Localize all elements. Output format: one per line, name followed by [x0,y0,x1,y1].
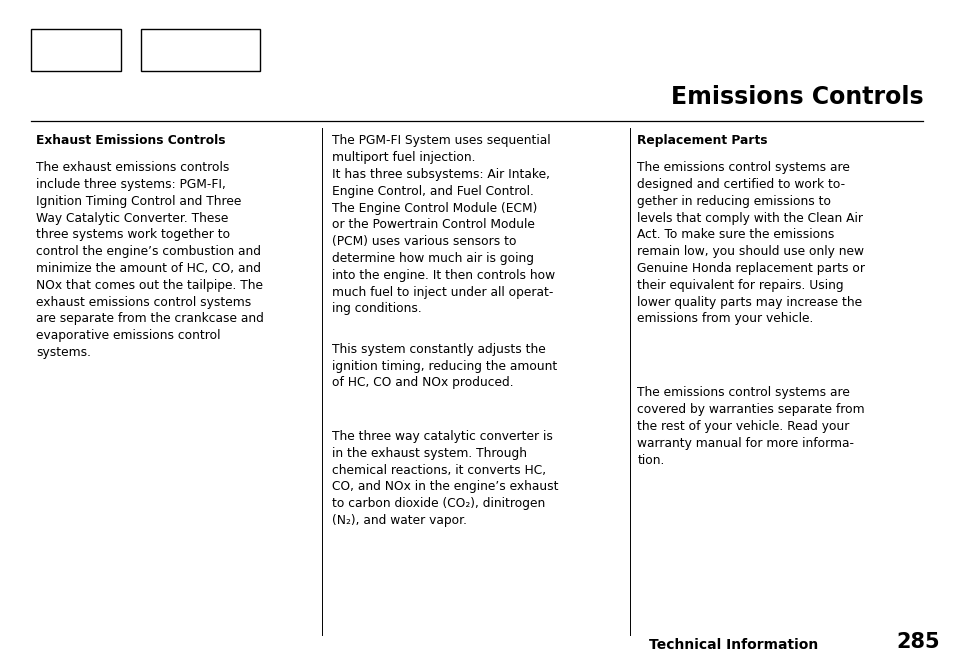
Bar [141,29,260,71]
Text: This system constantly adjusts the
ignition timing, reducing the amount
of HC, C: This system constantly adjusts the ignit… [332,343,557,389]
Text: The emissions control systems are
covered by warranties separate from
the rest o: The emissions control systems are covere… [637,386,864,466]
Text: The PGM-FI System uses sequential
multiport fuel injection.
It has three subsyst: The PGM-FI System uses sequential multip… [332,134,555,315]
Text: 285: 285 [896,632,940,652]
Text: Emissions Controls: Emissions Controls [670,85,923,109]
Text: The emissions control systems are
designed and certified to work to-
gether in r: The emissions control systems are design… [637,161,864,325]
Text: Replacement Parts: Replacement Parts [637,134,767,147]
Text: The three way catalytic converter is
in the exhaust system. Through
chemical rea: The three way catalytic converter is in … [332,430,558,527]
Text: The exhaust emissions controls
include three systems: PGM-FI,
Ignition Timing Co: The exhaust emissions controls include t… [36,161,264,359]
Bar [30,29,121,71]
Text: Technical Information: Technical Information [648,638,817,652]
Text: Exhaust Emissions Controls: Exhaust Emissions Controls [36,134,226,147]
